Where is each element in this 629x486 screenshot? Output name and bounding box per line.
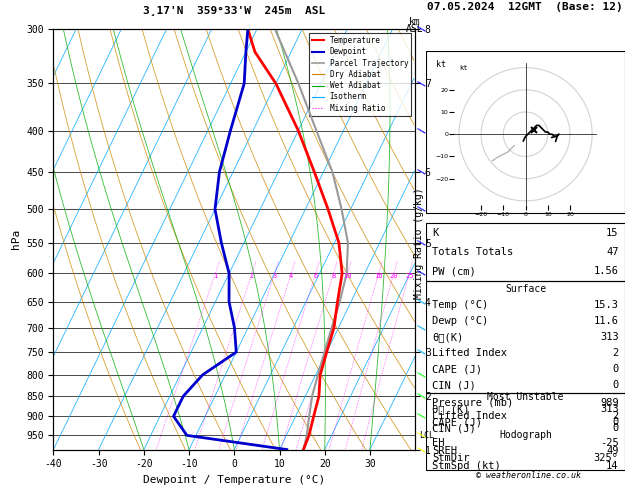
Text: 15: 15 — [606, 228, 619, 238]
Text: Lifted Index: Lifted Index — [432, 411, 508, 421]
Text: Pressure (mb): Pressure (mb) — [432, 398, 514, 408]
Text: km: km — [409, 17, 421, 27]
Text: 14: 14 — [606, 461, 619, 471]
Text: \: \ — [418, 431, 428, 440]
Text: 15.3: 15.3 — [594, 300, 619, 310]
Text: Mixing Ratio (g/kg): Mixing Ratio (g/kg) — [414, 187, 424, 299]
Text: \: \ — [418, 323, 428, 332]
Text: \: \ — [418, 297, 428, 306]
Text: 2: 2 — [250, 274, 254, 279]
Text: Most Unstable: Most Unstable — [487, 392, 564, 401]
Text: 10: 10 — [343, 274, 352, 279]
Text: 0: 0 — [613, 381, 619, 390]
Bar — [426, 51, 625, 213]
Text: 313: 313 — [600, 332, 619, 342]
Text: \: \ — [418, 412, 428, 421]
Text: CAPE (J): CAPE (J) — [432, 364, 482, 374]
Text: \: \ — [418, 126, 428, 135]
Text: 47: 47 — [606, 247, 619, 257]
Text: \: \ — [418, 24, 428, 34]
Text: \: \ — [418, 79, 428, 88]
Text: 07.05.2024  12GMT  (Base: 12): 07.05.2024 12GMT (Base: 12) — [427, 2, 623, 12]
Text: 25: 25 — [405, 274, 414, 279]
Text: CAPE (J): CAPE (J) — [432, 417, 482, 427]
Text: 16: 16 — [374, 274, 383, 279]
Text: \: \ — [418, 391, 428, 401]
Text: \: \ — [418, 238, 428, 247]
Text: 3: 3 — [272, 274, 277, 279]
Legend: Temperature, Dewpoint, Parcel Trajectory, Dry Adiabat, Wet Adiabat, Isotherm, Mi: Temperature, Dewpoint, Parcel Trajectory… — [309, 33, 411, 116]
Text: 0: 0 — [613, 417, 619, 427]
Text: 2: 2 — [613, 348, 619, 358]
Text: θᴇ(K): θᴇ(K) — [432, 332, 464, 342]
Text: 325°: 325° — [594, 453, 619, 464]
Text: 1.56: 1.56 — [594, 266, 619, 276]
Text: CIN (J): CIN (J) — [432, 423, 476, 434]
Text: 989: 989 — [600, 398, 619, 408]
Text: Temp (°C): Temp (°C) — [432, 300, 489, 310]
Text: Hodograph: Hodograph — [499, 431, 552, 440]
Text: 3¸17'N  359°33'W  245m  ASL: 3¸17'N 359°33'W 245m ASL — [143, 5, 325, 16]
Text: 0: 0 — [613, 364, 619, 374]
Bar — [426, 223, 625, 280]
Text: 20: 20 — [389, 274, 398, 279]
Text: θᴇ (K): θᴇ (K) — [432, 404, 470, 414]
Text: 0: 0 — [613, 423, 619, 434]
Text: Totals Totals: Totals Totals — [432, 247, 514, 257]
Text: \: \ — [418, 167, 428, 177]
Text: 2: 2 — [613, 411, 619, 421]
Text: 1: 1 — [213, 274, 218, 279]
Text: © weatheronline.co.uk: © weatheronline.co.uk — [476, 471, 581, 480]
Text: 8: 8 — [331, 274, 335, 279]
Text: \: \ — [418, 205, 428, 214]
Text: kt: kt — [459, 65, 467, 71]
Text: \: \ — [418, 370, 428, 380]
Text: 11.6: 11.6 — [594, 316, 619, 326]
Text: 313: 313 — [600, 404, 619, 414]
Text: CIN (J): CIN (J) — [432, 381, 476, 390]
Text: ASL: ASL — [406, 24, 424, 34]
Text: 4: 4 — [289, 274, 293, 279]
Bar — [426, 280, 625, 393]
Text: Dewp (°C): Dewp (°C) — [432, 316, 489, 326]
Text: 49: 49 — [606, 446, 619, 456]
Text: \: \ — [418, 269, 428, 278]
Text: -25: -25 — [600, 438, 619, 448]
Text: K: K — [432, 228, 438, 238]
Y-axis label: hPa: hPa — [11, 229, 21, 249]
Text: LCL: LCL — [420, 431, 434, 440]
Bar — [426, 393, 625, 470]
Text: kt: kt — [437, 59, 447, 69]
Text: \: \ — [418, 445, 428, 454]
X-axis label: Dewpoint / Temperature (°C): Dewpoint / Temperature (°C) — [143, 475, 325, 485]
Text: PW (cm): PW (cm) — [432, 266, 476, 276]
Text: Lifted Index: Lifted Index — [432, 348, 508, 358]
Text: 6: 6 — [313, 274, 318, 279]
Text: SREH: SREH — [432, 446, 457, 456]
Text: StmDir: StmDir — [432, 453, 470, 464]
Text: Surface: Surface — [505, 284, 546, 294]
Text: EH: EH — [432, 438, 445, 448]
Text: StmSpd (kt): StmSpd (kt) — [432, 461, 501, 471]
Text: \: \ — [418, 347, 428, 357]
